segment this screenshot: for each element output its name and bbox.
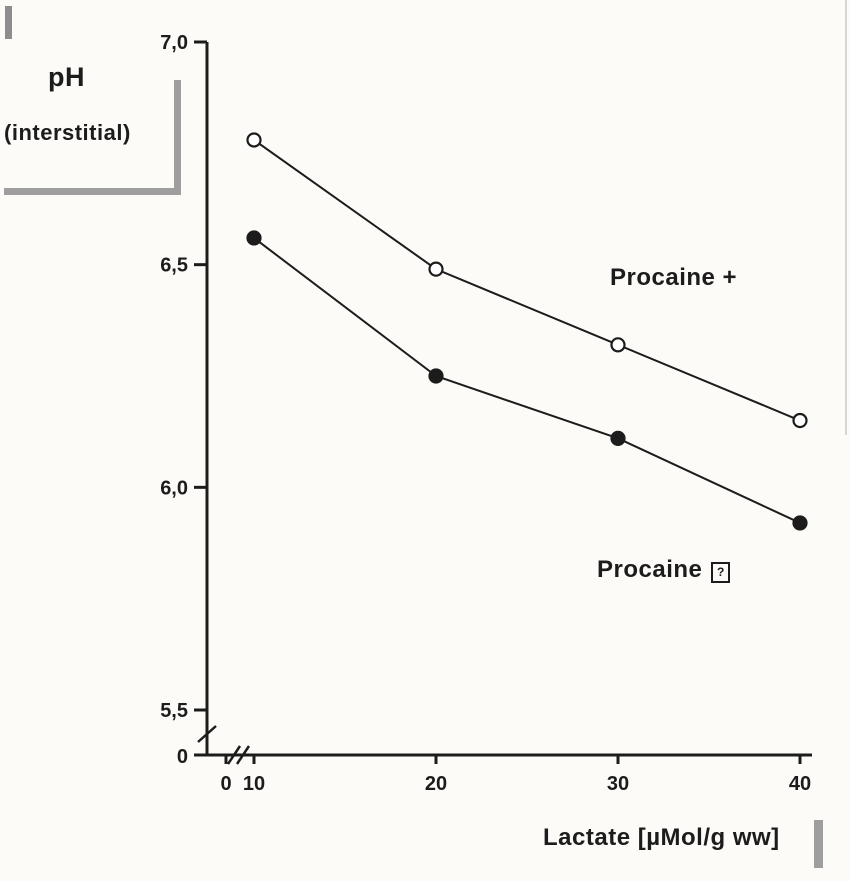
open-circle-marker [246, 132, 262, 148]
open-circle-marker [428, 261, 444, 277]
xaxis-gray-bar [814, 820, 823, 868]
series-label-procaine-plus: Procaine + [610, 264, 738, 291]
filled-circle-marker [246, 230, 262, 246]
x-tick-label: 20 [425, 773, 447, 795]
filled-circle-marker [428, 368, 444, 384]
series-label-procaine-minus: Procaine? [597, 556, 731, 584]
open-circle-marker [792, 412, 808, 429]
series-line-1 [253, 237, 801, 524]
missing-glyph-box: ? [711, 562, 731, 583]
x-tick-label: 10 [243, 773, 265, 795]
y-tick-label: 5,5 [160, 700, 188, 722]
filled-circle-marker [792, 515, 808, 531]
x-tick-label: 0 [220, 773, 231, 795]
x-axis-title: Lactate [µMol/g ww] [543, 824, 780, 851]
y-tick-label: 6,5 [160, 255, 188, 277]
y-tick-label: 7,0 [160, 32, 188, 54]
x-tick-label: 30 [607, 773, 629, 795]
x-tick-label: 40 [789, 773, 811, 795]
open-circle-marker [610, 337, 626, 353]
series-line-0 [253, 139, 801, 422]
series-label-procaine-minus-text: Procaine [597, 556, 703, 583]
ph-label-bracket [4, 80, 181, 195]
y-axis-subtitle: (interstitial) [4, 120, 131, 145]
y-axis-title: pH [48, 62, 85, 92]
scan-edge-line [845, 0, 847, 435]
y-axis-break [197, 725, 217, 743]
filled-circle-marker [610, 430, 626, 446]
corner-mark [5, 6, 12, 39]
y-zero-label: 0 [177, 746, 188, 768]
y-tick-label: 6,0 [160, 477, 188, 499]
x-axis-break [226, 745, 242, 765]
x-axis-break [235, 745, 251, 765]
